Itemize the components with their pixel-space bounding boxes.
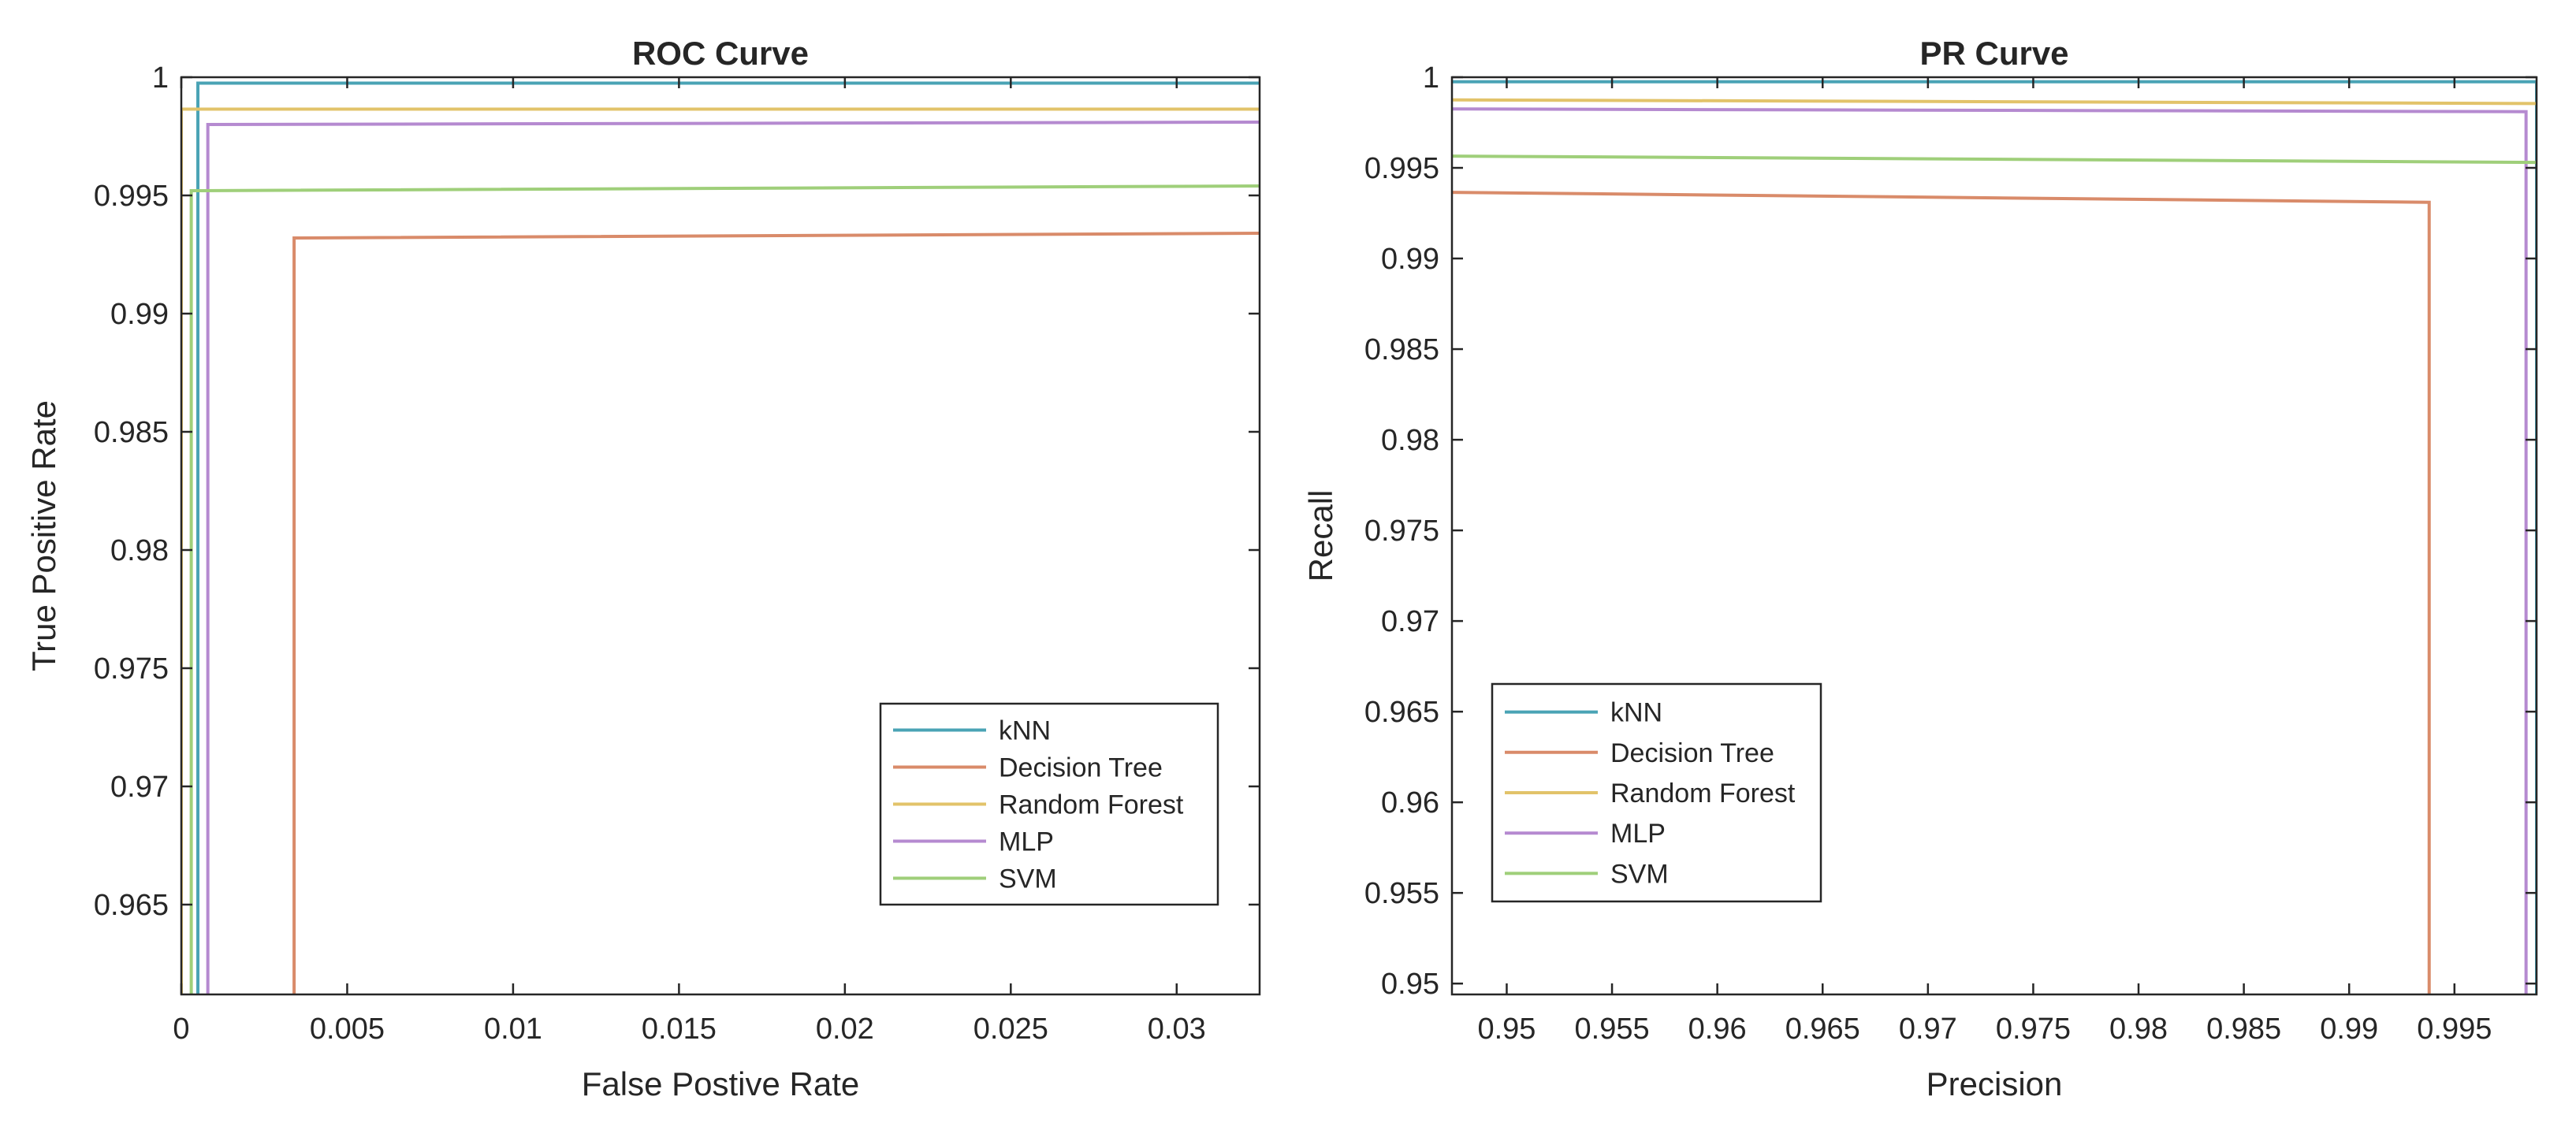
y-tick-label: 0.99 (110, 298, 169, 331)
series-group (181, 81, 1260, 994)
y-axis-label: Recall (1302, 490, 1339, 582)
legend: kNN Decision Tree Random Forest MLP SVM (1491, 682, 1822, 903)
y-tick-label: 0.98 (1381, 424, 1439, 457)
y-tick-label: 0.96 (1381, 786, 1439, 820)
legend-label: SVM (999, 864, 1057, 894)
legend-label: Decision Tree (1610, 738, 1774, 768)
legend-label: kNN (999, 716, 1051, 746)
legend-label: Random Forest (999, 790, 1184, 820)
series-line-random-forest (181, 107, 1260, 994)
legend-label: MLP (999, 827, 1054, 857)
legend-label: Decision Tree (999, 753, 1163, 783)
x-tick-label: 0.02 (816, 1013, 874, 1046)
y-tick-label: 0.99 (1381, 243, 1439, 276)
y-tick-label: 0.975 (1364, 515, 1439, 548)
chart-title: ROC Curve (632, 35, 809, 72)
x-axis-label: False Postive Rate (582, 1065, 860, 1102)
series-group (1452, 80, 2537, 994)
y-tick-label: 0.98 (110, 534, 169, 567)
series-line-svm (189, 184, 1260, 994)
y-tick-label: 0.965 (1364, 696, 1439, 729)
series-line-knn (1452, 80, 2537, 994)
x-tick-label: 0.965 (1785, 1013, 1860, 1046)
legend-label: kNN (1610, 698, 1662, 728)
pr-chart: 0.95 0.955 0.96 0.965 0.97 0.975 0.98 0.985 0.99… (1302, 35, 2538, 1102)
y-tick-label: 1 (1423, 61, 1439, 95)
x-tick-label: 0.955 (1575, 1013, 1650, 1046)
chart-title: PR Curve (1919, 35, 2068, 72)
series-line-decision-tree (1452, 191, 2431, 994)
series-line-mlp (1452, 107, 2528, 994)
x-tick-label: 0.975 (1996, 1013, 2071, 1046)
roc-chart: 0 0.005 0.01 0.015 0.02 0.025 0.03 0.965 0.97 0.9… (25, 35, 1261, 1102)
x-tick-label: 0.01 (484, 1013, 542, 1046)
series-line-decision-tree (292, 232, 1260, 994)
legend-label: MLP (1610, 819, 1666, 849)
x-tick-label: 0.005 (310, 1013, 385, 1046)
series-line-random-forest (1452, 98, 2537, 106)
x-tick-label: 0.99 (2320, 1013, 2378, 1046)
series-line-mlp (206, 121, 1260, 994)
x-tick-label: 0.025 (973, 1013, 1048, 1046)
legend: kNN Decision Tree Random Forest MLP SVM (879, 702, 1219, 906)
x-tick-label: 0.98 (2109, 1013, 2168, 1046)
y-tick-label: 0.97 (1381, 605, 1439, 638)
axes-box (180, 76, 1261, 996)
legend-label: SVM (1610, 859, 1669, 889)
y-tick-label: 0.975 (94, 652, 169, 686)
axes-box (1450, 76, 2538, 996)
y-tick-label: 0.995 (1364, 152, 1439, 185)
y-tick-label: 0.97 (110, 771, 169, 804)
x-tick-label: 0.95 (1477, 1013, 1536, 1046)
x-tick-label: 0.96 (1688, 1013, 1747, 1046)
x-tick-label: 0.995 (2417, 1013, 2492, 1046)
x-tick-label: 0.985 (2206, 1013, 2281, 1046)
y-tick-label: 0.995 (94, 180, 169, 213)
x-tick-label: 0.03 (1148, 1013, 1206, 1046)
x-tick-label: 0.97 (1899, 1013, 1957, 1046)
legend-label: Random Forest (1610, 779, 1796, 808)
y-axis-label: True Positive Rate (25, 400, 62, 671)
y-tick-label: 0.95 (1381, 968, 1439, 1001)
y-tick-label: 1 (152, 61, 169, 95)
x-axis-label: Precision (1926, 1065, 2063, 1102)
series-line-knn (196, 81, 1260, 994)
x-tick-label: 0.015 (642, 1013, 717, 1046)
y-tick-label: 0.985 (1364, 333, 1439, 366)
y-tick-label: 0.985 (94, 416, 169, 449)
y-tick-label: 0.965 (94, 889, 169, 922)
x-tick-label: 0 (173, 1013, 189, 1046)
series-line-svm (1452, 154, 2537, 165)
y-tick-label: 0.955 (1364, 877, 1439, 910)
